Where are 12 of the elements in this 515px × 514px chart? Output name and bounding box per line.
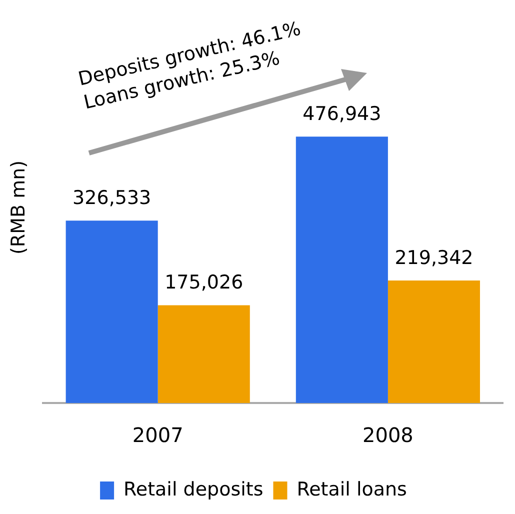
data-label: 476,943 [302, 103, 382, 126]
data-label: 326,533 [72, 187, 152, 210]
data-label: 219,342 [394, 246, 474, 269]
bar [388, 280, 480, 403]
data-label: 175,026 [164, 272, 244, 294]
legend-label: Retail loans [296, 478, 407, 500]
legend-label: Retail deposits [124, 478, 264, 500]
x-tick-label: 2008 [362, 423, 414, 448]
bar [158, 305, 250, 403]
y-axis-title: (RMB mn) [7, 160, 30, 255]
bar [66, 220, 158, 403]
x-tick-label: 2007 [132, 423, 184, 448]
